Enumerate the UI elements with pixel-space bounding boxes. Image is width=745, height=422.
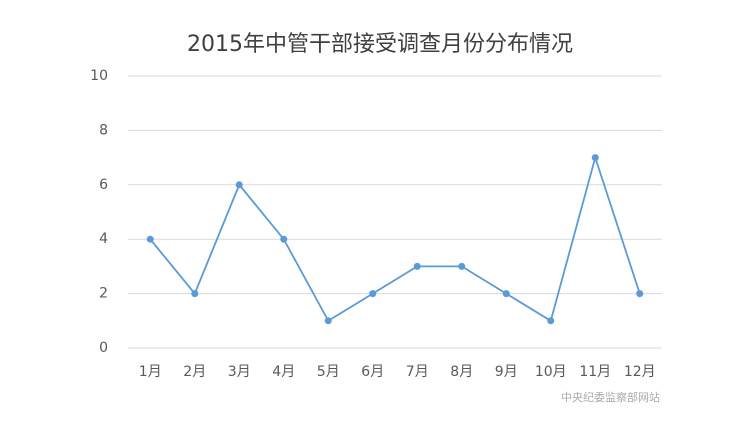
x-tick-label: 5月 [317,364,340,380]
x-tick-label: 6月 [361,364,384,380]
x-tick-label: 8月 [450,364,473,380]
data-point [235,181,243,189]
data-point [191,290,199,298]
y-tick-label: 8 [99,122,108,138]
watermark: 中央纪委监察部网站 [561,390,660,404]
y-tick-label: 0 [99,340,108,356]
y-tick-label: 2 [99,286,108,302]
y-tick-label: 4 [99,231,108,247]
data-point [280,235,288,243]
data-point [369,290,377,298]
x-tick-label: 9月 [495,364,518,380]
data-point [146,235,154,243]
x-tick-label: 4月 [272,364,295,380]
x-tick-label: 12月 [624,364,656,380]
x-tick-label: 7月 [406,364,429,380]
data-point [502,290,510,298]
x-tick-label: 3月 [228,364,251,380]
data-line [149,154,641,323]
y-tick-label: 6 [99,177,108,193]
data-point [413,262,421,270]
x-tick-label: 2月 [183,364,206,380]
chart-title: 2015年中管干部接受调查月份分布情况 [187,32,573,57]
data-point [324,317,332,325]
x-tick-label: 10月 [535,364,567,380]
y-tick-label: 10 [90,68,108,84]
data-point [591,154,599,162]
data-point [636,290,644,298]
x-tick-label: 11月 [579,364,611,380]
x-tick-label: 1月 [139,364,162,380]
data-point [547,317,555,325]
data-point [458,262,466,270]
